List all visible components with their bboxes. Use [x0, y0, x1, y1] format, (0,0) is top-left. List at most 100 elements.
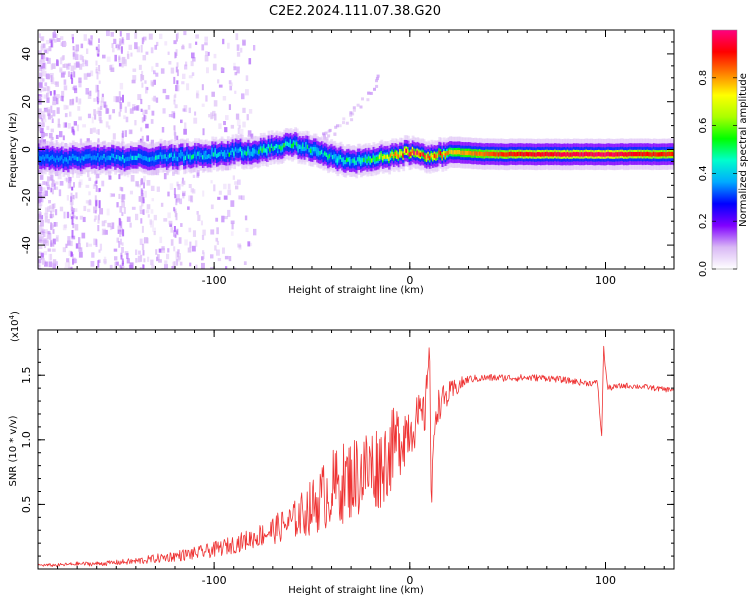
spectrogram-speckle	[85, 184, 90, 188]
spectrogram-cell	[214, 150, 218, 155]
spectrogram-speckle	[211, 114, 214, 119]
spectrogram-speckle	[143, 175, 146, 182]
spectrogram-speckle	[106, 208, 110, 216]
spectrogram-speckle	[135, 213, 139, 221]
spectrogram-cell	[439, 151, 443, 156]
spectrogram-cell	[51, 154, 55, 159]
colorbar-gradient	[711, 29, 738, 270]
spectrogram-speckle	[141, 193, 144, 201]
spectrogram-speckle	[44, 49, 47, 54]
spectrogram-speckle	[88, 199, 92, 206]
spectrogram-speckle	[141, 37, 144, 45]
spectrogram-speckle	[95, 174, 98, 181]
spectrogram-speckle	[63, 79, 67, 85]
spectrogram-speckle	[87, 113, 92, 119]
spectrogram-speckle	[98, 200, 101, 209]
spectrogram-speckle	[71, 86, 75, 90]
spectrogram-speckle	[38, 204, 42, 209]
spectrogram-cell	[598, 151, 601, 157]
spectrogram-speckle	[213, 184, 216, 192]
spectrogram-speckle	[201, 44, 205, 51]
spectrogram-speckle	[71, 34, 74, 40]
spectrogram-speckle	[117, 225, 121, 231]
spectrogram-speckle	[75, 61, 80, 68]
spectrogram-speckle	[50, 210, 52, 217]
spectrogram-speckle	[127, 173, 130, 178]
spectrogram-cell	[73, 155, 77, 160]
spectrogram-speckle	[42, 78, 45, 82]
spectrogram-cell	[230, 150, 233, 155]
spectrogram-speckle	[164, 41, 168, 46]
spectrogram-speckle	[359, 105, 363, 109]
spectrogram-speckle	[45, 40, 50, 45]
spectrogram-cell	[148, 157, 152, 162]
colorbar-tick-label: 0.0	[698, 261, 709, 277]
spectrogram-cell	[109, 155, 113, 161]
spectrogram-speckle	[76, 124, 80, 132]
spectrogram-speckle	[205, 51, 208, 57]
spectrogram-cell	[668, 151, 672, 157]
spectrogram-cell	[255, 149, 258, 154]
spectrogram-speckle	[47, 74, 51, 80]
spectrogram-speckle	[182, 108, 186, 112]
spectrogram-cell	[519, 151, 523, 157]
spectrogram-cell	[444, 153, 448, 158]
spectrogram-speckle	[95, 185, 98, 192]
spectrogram-speckle	[222, 38, 225, 45]
spectrogram-cell	[612, 152, 615, 157]
spectrogram-cell	[580, 152, 584, 157]
spectrogram-speckle	[168, 114, 173, 118]
spectrogram-cell	[630, 152, 634, 157]
spectrogram-speckle	[98, 65, 101, 71]
spectrogram-speckle	[188, 107, 191, 114]
spectrogram-speckle	[121, 136, 124, 144]
spectrogram-cell	[133, 155, 136, 160]
spectrogram-speckle	[46, 86, 50, 91]
spectrogram-cell	[89, 153, 92, 158]
spectrogram-cell	[546, 151, 550, 157]
spectrogram-speckle	[107, 222, 112, 228]
spectrogram-speckle	[142, 55, 147, 61]
spectrogram-speckle	[118, 38, 121, 46]
spectrogram-speckle	[322, 132, 326, 136]
spectrogram-speckle	[196, 90, 200, 96]
spectrogram-cell	[427, 154, 431, 159]
spectrogram-speckle	[153, 79, 156, 85]
spectrogram-speckle	[112, 133, 116, 140]
spectrogram-speckle	[78, 237, 81, 244]
spectrogram-cell	[175, 156, 179, 161]
spectrogram-cell	[327, 155, 330, 160]
spectrogram-cell	[139, 153, 143, 159]
spectrogram-speckle	[174, 208, 177, 212]
spectrogram-cell	[170, 152, 174, 157]
spectrogram-speckle	[39, 58, 42, 65]
spectrogram-speckle	[218, 84, 223, 88]
spectrogram-speckle	[161, 246, 165, 251]
spectrogram-speckle	[130, 130, 133, 134]
spectrogram-y-axis-label: Frequency (Hz)	[8, 112, 19, 188]
spectrogram-speckle	[338, 124, 342, 128]
spectrogram-speckle	[323, 134, 326, 137]
spectrogram-speckle	[228, 104, 232, 110]
spectrogram-cell	[375, 156, 379, 162]
spectrogram-cell	[92, 155, 96, 160]
spectrogram-speckle	[168, 61, 172, 65]
spectrogram-speckle	[140, 218, 143, 224]
spectrogram-cell	[422, 152, 426, 157]
spectrogram-cell	[563, 152, 567, 157]
spectrogram-cell	[275, 144, 279, 149]
spectrogram-cell	[82, 156, 86, 161]
spectrogram-speckle	[163, 218, 168, 222]
spectrogram-cell	[258, 149, 261, 154]
spectrogram-speckle	[247, 241, 251, 247]
spectrogram-speckle	[116, 237, 120, 243]
spectrogram-speckle	[82, 63, 85, 67]
spectrogram-cell	[314, 147, 318, 152]
spectrogram-speckle	[123, 59, 127, 67]
spectrogram-speckle	[38, 234, 43, 240]
spectrogram-speckle	[40, 240, 44, 244]
spectrogram-speckle	[39, 174, 44, 180]
spectrogram-cell	[646, 151, 650, 156]
spectrogram-speckle	[173, 226, 176, 232]
spectrogram-cell	[529, 151, 532, 157]
